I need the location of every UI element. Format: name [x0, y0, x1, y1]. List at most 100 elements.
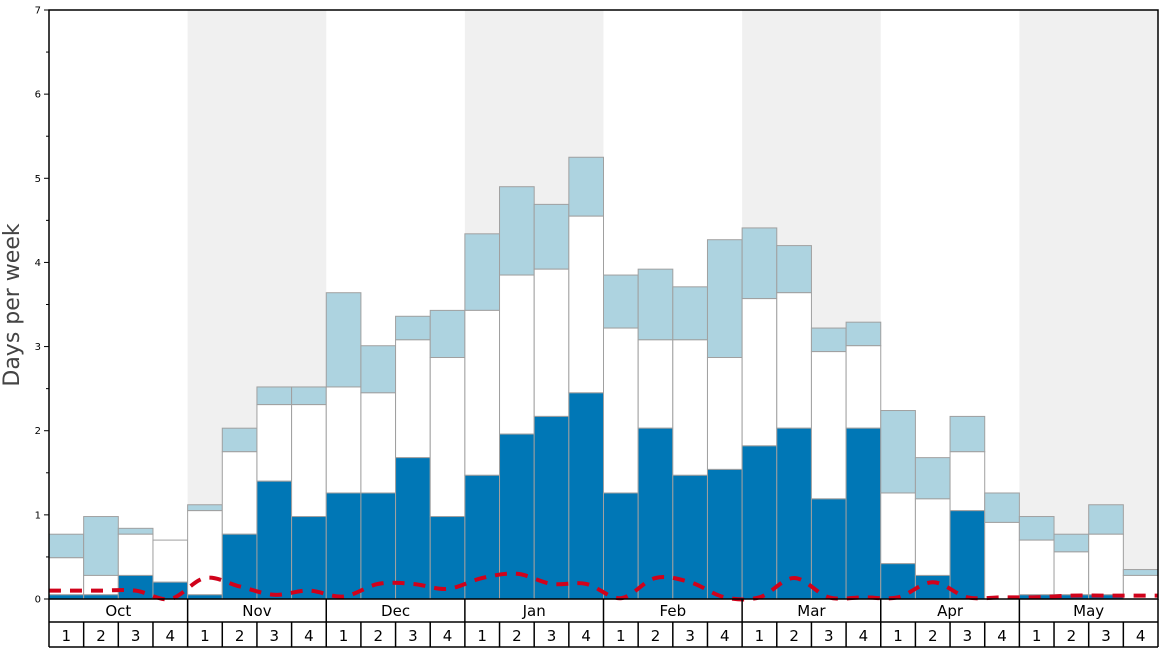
- y-tick-label: 6: [35, 90, 41, 101]
- bar-dark-dec-w1: [325, 492, 362, 600]
- bar-mid-dec-w2: [360, 392, 397, 494]
- week-label: 2: [512, 627, 522, 645]
- y-tick-label: 5: [35, 174, 41, 185]
- bar-mid-oct-w4: [152, 539, 189, 583]
- bar-dark-jan-w4: [568, 392, 604, 600]
- bar-dark-dec-w3: [395, 457, 431, 600]
- bar-dark-mar-w3: [810, 498, 847, 600]
- bar-light-mar-w4: [845, 321, 882, 347]
- bar-light-jan-w3: [533, 203, 570, 270]
- bar-mid-jan-w4: [568, 215, 604, 394]
- bar-light-apr-w4: [984, 492, 1020, 523]
- bar-light-feb-w4: [706, 239, 743, 359]
- bar-light-dec-w2: [360, 345, 397, 394]
- y-tick-label: 3: [35, 342, 41, 353]
- bar-light-apr-w1: [880, 410, 916, 494]
- bar-light-jan-w2: [499, 186, 535, 276]
- bar-dark-feb-w4: [706, 468, 743, 600]
- bar-mid-apr-w2: [914, 498, 951, 576]
- bar-light-feb-w2: [637, 268, 674, 341]
- week-label: 1: [755, 627, 765, 645]
- bar-dark-mar-w2: [776, 427, 812, 600]
- bar-dark-jan-w3: [533, 415, 570, 600]
- bar-mid-jan-w1: [464, 309, 501, 476]
- week-label: 1: [616, 627, 626, 645]
- y-tick-label: 0: [35, 595, 41, 606]
- month-label-oct: Oct: [105, 602, 131, 620]
- week-label: 3: [547, 627, 557, 645]
- month-label-nov: Nov: [242, 602, 271, 620]
- bar-light-mar-w1: [741, 227, 778, 300]
- bar-light-nov-w2: [221, 427, 258, 453]
- week-label: 4: [997, 627, 1007, 645]
- week-label: 3: [131, 627, 141, 645]
- bar-mid-feb-w1: [603, 327, 639, 494]
- week-label: 4: [859, 627, 869, 645]
- bar-light-nov-w1: [187, 504, 223, 512]
- bar-dark-nov-w4: [291, 516, 327, 600]
- month-label-mar: Mar: [797, 602, 826, 620]
- bar-dark-jan-w2: [499, 433, 535, 600]
- bar-light-may-w2: [1053, 533, 1090, 553]
- month-band-may: [1019, 10, 1158, 599]
- week-label: 1: [477, 627, 487, 645]
- week-label: 4: [720, 627, 730, 645]
- bar-mid-nov-w4: [291, 404, 327, 518]
- bar-mid-apr-w3: [949, 451, 986, 512]
- bar-mid-oct-w3: [117, 533, 154, 576]
- bar-mid-feb-w4: [706, 357, 743, 470]
- week-label: 4: [443, 627, 453, 645]
- y-axis: 0 1 2 3 4 5 6 7: [35, 6, 49, 606]
- month-label-may: May: [1073, 602, 1104, 620]
- bar-mid-mar-w4: [845, 345, 882, 429]
- bar-dark-mar-w1: [741, 445, 778, 600]
- bar-light-mar-w3: [810, 327, 847, 353]
- month-label-dec: Dec: [381, 602, 410, 620]
- week-label: 3: [1101, 627, 1111, 645]
- bar-mid-may-w1: [1018, 539, 1055, 596]
- bar-mid-mar-w1: [741, 298, 778, 447]
- bar-dark-apr-w3: [949, 510, 986, 600]
- bars: [48, 156, 1159, 600]
- bar-mid-apr-w1: [880, 492, 916, 565]
- week-label: 2: [373, 627, 383, 645]
- week-label: 4: [1136, 627, 1146, 645]
- month-label-apr: Apr: [937, 602, 964, 620]
- bar-mid-nov-w3: [256, 404, 293, 482]
- bar-mid-may-w3: [1088, 533, 1124, 596]
- week-label: 4: [304, 627, 314, 645]
- week-label: 2: [1067, 627, 1077, 645]
- bar-mid-jan-w3: [533, 268, 570, 417]
- y-tick-label: 7: [35, 6, 41, 17]
- week-label: 3: [685, 627, 695, 645]
- week-label: 1: [893, 627, 903, 645]
- bar-dark-feb-w2: [637, 427, 674, 600]
- bar-dark-feb-w1: [603, 492, 639, 600]
- week-label: 2: [96, 627, 106, 645]
- week-label: 3: [824, 627, 834, 645]
- week-label: 1: [1032, 627, 1042, 645]
- bar-dark-oct-w3: [117, 574, 154, 600]
- bar-mid-dec-w1: [325, 386, 362, 494]
- bar-mid-may-w2: [1053, 551, 1090, 596]
- month-label-feb: Feb: [660, 602, 687, 620]
- week-label: 2: [928, 627, 938, 645]
- bar-dark-nov-w3: [256, 480, 293, 600]
- bar-dark-mar-w4: [845, 427, 882, 600]
- bar-mid-nov-w2: [221, 451, 258, 535]
- month-label-jan: Jan: [522, 602, 546, 620]
- y-axis-label: Days per week: [0, 223, 25, 386]
- bar-light-may-w3: [1088, 504, 1124, 535]
- week-label: 2: [235, 627, 245, 645]
- y-tick-label: 2: [35, 426, 41, 437]
- bar-light-oct-w3: [117, 527, 154, 535]
- week-label: 4: [166, 627, 176, 645]
- series-line: [49, 571, 1158, 602]
- week-label: 2: [789, 627, 799, 645]
- bar-light-dec-w3: [395, 315, 431, 341]
- y-tick-label: 4: [35, 258, 41, 269]
- week-label: 3: [963, 627, 973, 645]
- bar-dark-dec-w2: [360, 492, 397, 600]
- bar-mid-feb-w2: [637, 339, 674, 429]
